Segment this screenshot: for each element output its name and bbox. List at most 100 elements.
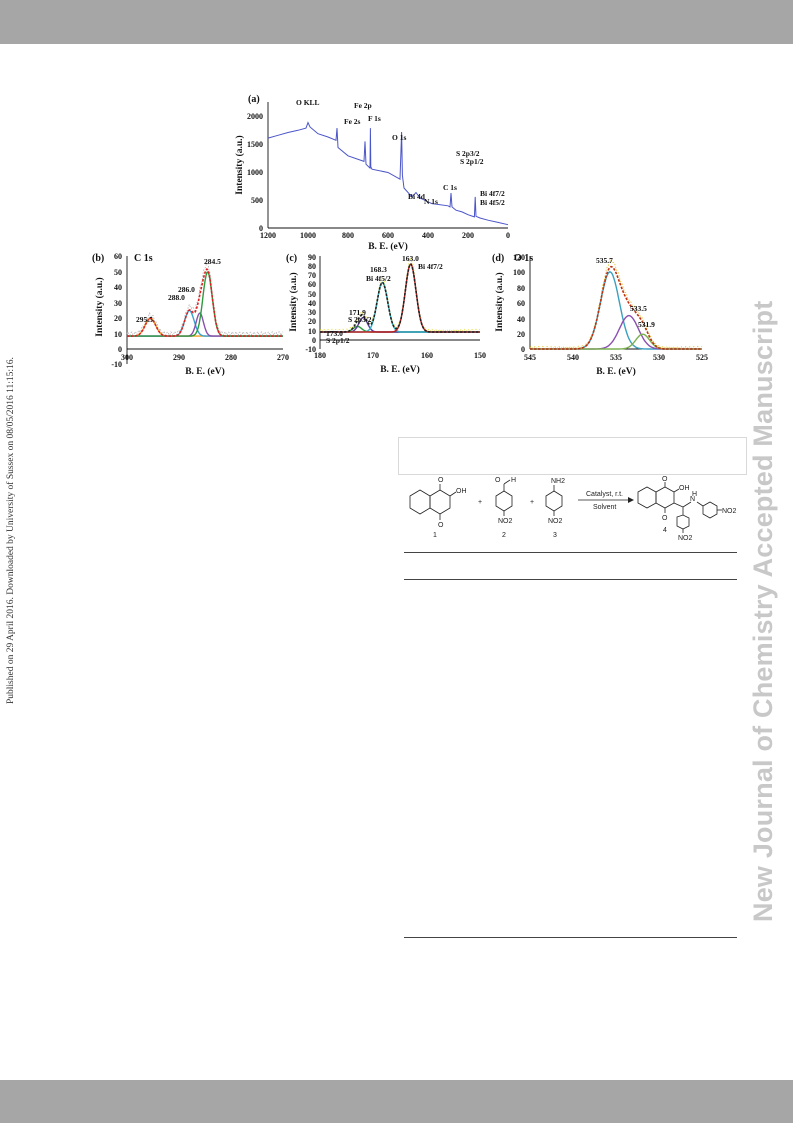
peak-label: 284.5: [204, 257, 221, 266]
y-tick: -10: [111, 360, 122, 369]
table-rule: [404, 552, 737, 553]
panel-d-ylabel: Intensity (a.u.): [494, 272, 505, 331]
panel-d-xlabel: B. E. (eV): [596, 366, 636, 377]
reaction-scheme: O O OH 1 + O H NO2 2 + NH2 NO2 3 Catalys…: [409, 476, 737, 542]
oxygen-label: O: [662, 476, 668, 483]
y-tick: 80: [517, 284, 525, 293]
x-tick: 180: [314, 351, 326, 360]
y-tick: 40: [517, 315, 525, 324]
y-tick: 10: [114, 330, 122, 339]
peak-label: C 1s: [443, 183, 457, 192]
compound-1-structure: O O OH: [409, 477, 467, 529]
panel-d-peak-labels: 535.7 533.5 531.9: [596, 256, 655, 329]
compound-2-structure: O H NO2: [495, 477, 516, 525]
peak-label: Bi 4f7/2: [418, 262, 443, 271]
raw-data-trace: [319, 257, 481, 333]
oxygen-label: O: [438, 522, 444, 529]
panel-b-peak-labels: 295.5 288.0 286.0 284.5: [136, 257, 221, 324]
panel-a-xlabel: B. E. (eV): [368, 241, 408, 252]
peak-label: 173.0: [326, 329, 343, 338]
panel-a-peak-labels: O KLL Fe 2s Fe 2p F 1s O 1s Bi 4d N 1s C…: [296, 98, 505, 207]
peak-label: 286.0: [178, 285, 195, 294]
arrow-condition-top: Catalyst, r.t.: [586, 491, 623, 498]
y-tick: 30: [114, 299, 122, 308]
x-tick: 290: [173, 353, 185, 362]
y-tick: 70: [308, 271, 316, 280]
panel-b-label: (b): [92, 253, 104, 264]
y-tick: 0: [118, 345, 122, 354]
peak-label: 288.0: [168, 293, 185, 302]
y-tick: 2000: [247, 112, 263, 121]
arrow-condition-bottom: Solvent: [593, 504, 616, 511]
x-tick: 600: [382, 231, 394, 240]
compound-1-label: 1: [433, 532, 437, 539]
panel-c-peak-labels: 173.0 S 2p1/2 171.9 S 2p3/2 168.3 Bi 4f5…: [326, 254, 443, 345]
s2p-bi4f-chart: (c) -10 0 10 20 30 40 50 60 70 80 90 180…: [286, 253, 486, 375]
peak-label: Bi 4d: [408, 192, 426, 201]
survey-series-line: [267, 121, 509, 226]
panel-d-x-ticks: 545 540 535 530 525: [524, 353, 708, 362]
plus-sign: +: [478, 499, 482, 506]
panel-d-title: O 1s: [514, 253, 533, 264]
y-tick: 40: [308, 299, 316, 308]
y-tick: 60: [114, 252, 122, 261]
compound-4-structure: O O OH N H NO2 NO2: [637, 476, 737, 542]
aldehyde-h-label: H: [511, 477, 516, 484]
panel-b-title: C 1s: [134, 253, 153, 264]
oxygen-label: O: [662, 515, 668, 522]
compound-3-structure: NH2 NO2: [545, 478, 565, 525]
peak-label: 295.5: [136, 315, 153, 324]
x-tick: 400: [422, 231, 434, 240]
y-tick: 20: [517, 330, 525, 339]
peak-label: 163.0: [402, 254, 419, 263]
reaction-arrowhead: [628, 497, 634, 503]
panel-b-curves: [126, 260, 284, 337]
peak-label: Bi 4f7/2: [480, 189, 505, 198]
peak-label: 533.5: [630, 304, 647, 313]
fit-component-peak: [530, 271, 702, 350]
x-tick: 800: [342, 231, 354, 240]
panel-c-curves: [319, 257, 481, 333]
hydroxyl-label: OH: [456, 488, 467, 495]
peak-label: F 1s: [368, 114, 381, 123]
table-rule: [404, 937, 737, 938]
y-tick: 500: [251, 196, 263, 205]
y-tick: 1000: [247, 168, 263, 177]
amine-n-label: N: [690, 496, 695, 503]
x-tick: 545: [524, 353, 536, 362]
panel-c-label: (c): [286, 253, 297, 264]
x-tick: 270: [277, 353, 289, 362]
fit-envelope: [127, 267, 283, 337]
compound-4-label: 4: [663, 527, 667, 534]
journal-watermark: New Journal of Chemistry Accepted Manusc…: [748, 300, 778, 922]
y-tick: 100: [513, 268, 525, 277]
peak-label: S 2p3/2: [456, 149, 480, 158]
panel-d-y-ticks: 0 20 40 60 80 100 120: [513, 253, 525, 354]
panel-c-y-ticks: -10 0 10 20 30 40 50 60 70 80 90: [305, 253, 316, 354]
panel-c-x-ticks: 180 170 160 150: [314, 351, 486, 360]
raw-data-trace: [529, 259, 703, 350]
x-tick: 1000: [300, 231, 316, 240]
y-tick: 40: [114, 283, 122, 292]
panel-c-ylabel: Intensity (a.u.): [288, 272, 299, 331]
y-tick: 80: [308, 262, 316, 271]
y-tick: 50: [308, 290, 316, 299]
xps-survey-chart: (a) 0 500 1000 1500 2000 1200 1000 800 6…: [234, 94, 510, 252]
plus-sign: +: [530, 499, 534, 506]
peak-label: O KLL: [296, 98, 320, 107]
x-tick: 1200: [260, 231, 276, 240]
panel-b-x-ticks: 300 290 280 270: [121, 353, 289, 362]
x-tick: 200: [462, 231, 474, 240]
compound-2-label: 2: [502, 532, 506, 539]
panel-d-label: (d): [492, 253, 504, 264]
panel-a-ylabel: Intensity (a.u.): [234, 135, 245, 194]
peak-label: O 1s: [392, 133, 406, 142]
peak-label: 531.9: [638, 320, 655, 329]
o1s-chart: (d) O 1s 0 20 40 60 80 100 120 545 540 5…: [492, 253, 708, 377]
nitro-label: NO2: [722, 508, 737, 515]
y-tick: 0: [312, 336, 316, 345]
peak-label: S 2p1/2: [326, 336, 350, 345]
y-tick: 1500: [247, 140, 263, 149]
compound-3-label: 3: [553, 532, 557, 539]
peak-label: Bi 4f5/2: [480, 198, 505, 207]
